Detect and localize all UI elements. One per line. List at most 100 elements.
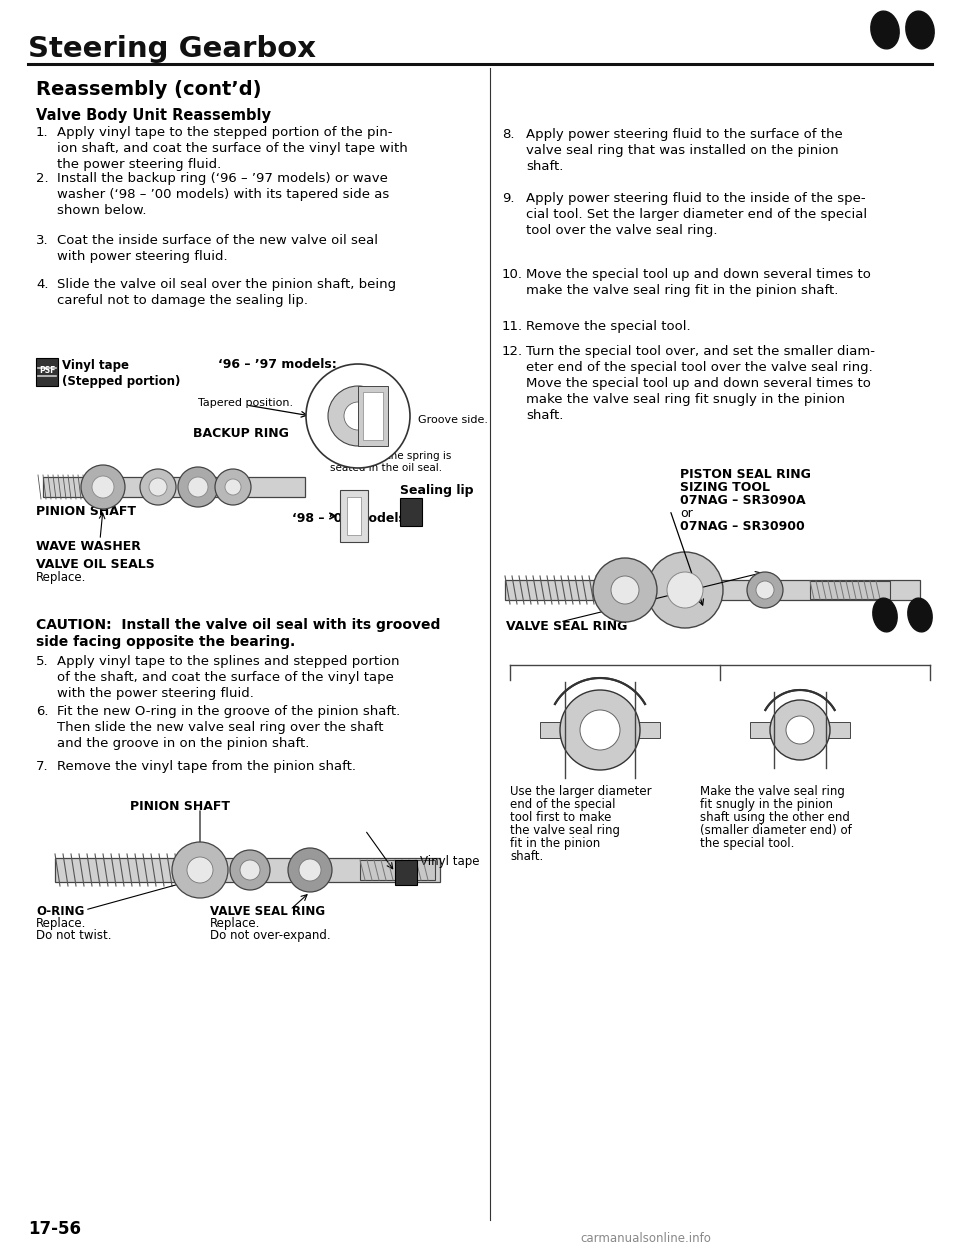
Text: Make the valve seal ring: Make the valve seal ring <box>700 785 845 799</box>
Text: PINION SHAFT: PINION SHAFT <box>130 800 230 814</box>
Circle shape <box>81 465 125 509</box>
Bar <box>810 581 890 599</box>
Circle shape <box>178 467 218 507</box>
Text: ‘96 – ’97 models:: ‘96 – ’97 models: <box>218 358 337 371</box>
Text: VALVE SEAL RING: VALVE SEAL RING <box>506 620 628 633</box>
Circle shape <box>647 551 723 628</box>
Circle shape <box>215 469 251 505</box>
Text: (smaller diameter end) of: (smaller diameter end) of <box>700 823 852 837</box>
Text: Fit the new O-ring in the groove of the pinion shaft.
Then slide the new valve s: Fit the new O-ring in the groove of the … <box>57 705 400 750</box>
Text: 3.: 3. <box>36 233 49 247</box>
Text: Replace.: Replace. <box>210 917 260 930</box>
Ellipse shape <box>871 11 900 48</box>
Circle shape <box>306 364 410 468</box>
Text: VALVE OIL SEALS: VALVE OIL SEALS <box>36 558 155 571</box>
Text: SIZING TOOL: SIZING TOOL <box>680 481 770 494</box>
Text: Groove side.: Groove side. <box>418 415 488 425</box>
Circle shape <box>172 842 228 898</box>
Text: 7.: 7. <box>36 760 49 773</box>
Text: fit in the pinion: fit in the pinion <box>510 837 600 850</box>
Text: Do not over-expand.: Do not over-expand. <box>210 929 330 941</box>
Circle shape <box>187 857 213 883</box>
Text: Apply power steering fluid to the surface of the
valve seal ring that was instal: Apply power steering fluid to the surfac… <box>526 128 843 173</box>
Text: the special tool.: the special tool. <box>700 837 794 850</box>
Circle shape <box>580 710 620 750</box>
Circle shape <box>770 700 830 760</box>
Circle shape <box>328 386 388 446</box>
Circle shape <box>149 478 167 496</box>
Text: 17-56: 17-56 <box>28 1220 81 1238</box>
Circle shape <box>299 859 321 881</box>
Text: Coat the inside surface of the new valve oil seal
with power steering fluid.: Coat the inside surface of the new valve… <box>57 233 378 263</box>
Text: 5.: 5. <box>36 655 49 668</box>
Bar <box>43 477 305 497</box>
Text: PSF: PSF <box>38 366 55 375</box>
Circle shape <box>288 848 332 892</box>
Circle shape <box>225 479 241 496</box>
Text: Apply vinyl tape to the splines and stepped portion
of the shaft, and coat the s: Apply vinyl tape to the splines and step… <box>57 655 399 700</box>
Circle shape <box>560 691 640 770</box>
Text: end of the special: end of the special <box>510 799 615 811</box>
Text: Sealing lip: Sealing lip <box>400 484 473 497</box>
Text: VALVE SEAL RING: VALVE SEAL RING <box>210 905 325 918</box>
Bar <box>36 358 58 386</box>
Text: Turn the special tool over, and set the smaller diam-
eter end of the special to: Turn the special tool over, and set the … <box>526 345 875 422</box>
Text: 6.: 6. <box>36 705 49 718</box>
Text: O-RING: O-RING <box>36 905 84 918</box>
Text: Replace.: Replace. <box>36 571 86 584</box>
Text: 9.: 9. <box>502 193 515 205</box>
Text: Remove the special tool.: Remove the special tool. <box>526 320 690 333</box>
Text: Replace.: Replace. <box>36 917 86 930</box>
Text: shaft using the other end: shaft using the other end <box>700 811 850 823</box>
Text: CAUTION:  Install the valve oil seal with its grooved
side facing opposite the b: CAUTION: Install the valve oil seal with… <box>36 619 441 650</box>
Circle shape <box>756 581 774 599</box>
Text: Move the special tool up and down several times to
make the valve seal ring fit : Move the special tool up and down severa… <box>526 268 871 297</box>
Text: PISTON SEAL RING: PISTON SEAL RING <box>680 468 811 481</box>
Ellipse shape <box>908 599 932 632</box>
Circle shape <box>611 576 639 604</box>
Bar <box>347 497 361 535</box>
Text: 1.: 1. <box>36 125 49 139</box>
Text: Do not twist.: Do not twist. <box>36 929 111 941</box>
Circle shape <box>667 573 703 609</box>
Bar <box>340 491 368 542</box>
Text: WAVE WASHER: WAVE WASHER <box>36 540 141 553</box>
Text: 07NAG – SR30900: 07NAG – SR30900 <box>680 520 804 533</box>
Text: 07NAG – SR3090A: 07NAG – SR3090A <box>680 494 805 507</box>
Text: Apply vinyl tape to the stepped portion of the pin-
ion shaft, and coat the surf: Apply vinyl tape to the stepped portion … <box>57 125 408 171</box>
Text: or: or <box>680 507 693 520</box>
Text: carmanualsonline.info: carmanualsonline.info <box>580 1232 710 1242</box>
Text: Vinyl tape: Vinyl tape <box>420 854 479 868</box>
Circle shape <box>230 850 270 891</box>
Bar <box>363 392 383 440</box>
Bar <box>55 858 440 882</box>
Bar <box>395 859 417 886</box>
Text: shaft.: shaft. <box>510 850 543 863</box>
Circle shape <box>344 402 372 430</box>
Text: 4.: 4. <box>36 278 49 291</box>
Text: Vinyl tape
(Stepped portion): Vinyl tape (Stepped portion) <box>62 359 180 388</box>
Text: BACKUP RING: BACKUP RING <box>193 427 289 440</box>
Bar <box>400 498 422 527</box>
Text: Remove the vinyl tape from the pinion shaft.: Remove the vinyl tape from the pinion sh… <box>57 760 356 773</box>
Circle shape <box>188 477 208 497</box>
Bar <box>540 722 660 738</box>
Bar <box>358 386 388 446</box>
Circle shape <box>747 573 783 609</box>
Text: Install the backup ring (‘96 – ’97 models) or wave
washer (‘98 – ’00 models) wit: Install the backup ring (‘96 – ’97 model… <box>57 171 389 217</box>
Text: Valve Body Unit Reassembly: Valve Body Unit Reassembly <box>36 108 271 123</box>
Text: Make sure the spring is
seated in the oil seal.: Make sure the spring is seated in the oi… <box>330 451 451 473</box>
Text: ‘98 – ’00 models:: ‘98 – ’00 models: <box>292 512 411 525</box>
Bar <box>750 722 850 738</box>
Circle shape <box>92 476 114 498</box>
Bar <box>360 859 435 881</box>
Bar <box>505 580 920 600</box>
Text: PSF: PSF <box>403 505 420 515</box>
Circle shape <box>240 859 260 881</box>
Text: 11.: 11. <box>502 320 523 333</box>
Text: 8.: 8. <box>502 128 515 142</box>
Text: fit snugly in the pinion: fit snugly in the pinion <box>700 799 833 811</box>
Text: Tapered position.: Tapered position. <box>198 397 293 409</box>
Text: Use the larger diameter: Use the larger diameter <box>510 785 652 799</box>
Text: Steering Gearbox: Steering Gearbox <box>28 35 316 63</box>
